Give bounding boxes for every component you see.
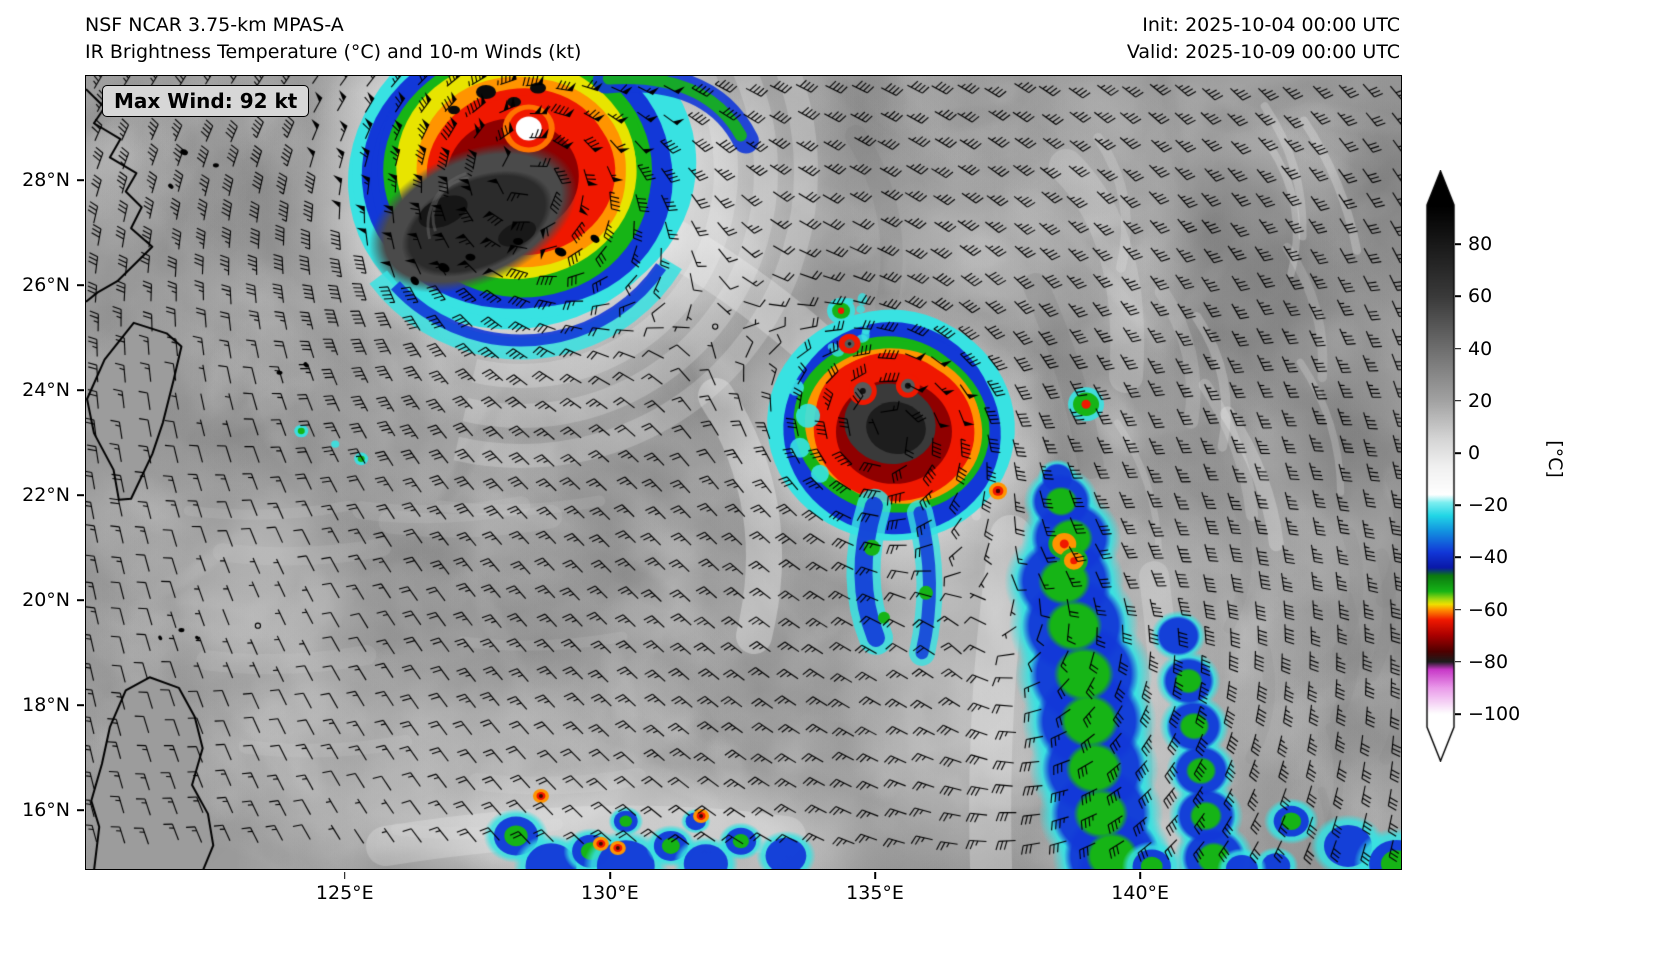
- model-title: NSF NCAR 3.75-km MPAS-A: [85, 14, 344, 36]
- y-tick-mark: [77, 494, 84, 496]
- x-tick-mark: [344, 872, 346, 879]
- y-tick-label: 16°N: [22, 799, 70, 822]
- y-tick-label: 18°N: [22, 694, 70, 717]
- init-time: Init: 2025-10-04 00:00 UTC: [1142, 14, 1400, 36]
- x-tick-mark: [874, 872, 876, 879]
- y-tick-mark: [77, 809, 84, 812]
- y-tick-label: 24°N: [22, 379, 70, 402]
- colorbar: 80 60 40 20 0 −20 −40 −60 −80 −100 [°C]: [1424, 170, 1634, 770]
- colorbar-tick-mark: [1455, 660, 1461, 663]
- colorbar-tick-mark: [1455, 556, 1461, 559]
- y-tick-label: 26°N: [22, 274, 70, 297]
- colorbar-tick-label: −100: [1468, 702, 1521, 725]
- y-tick-label: 28°N: [22, 169, 70, 192]
- colorbar-tick-label: 0: [1468, 441, 1481, 464]
- colorbar-tick-mark: [1455, 347, 1461, 350]
- x-tick-label: 135°E: [846, 882, 904, 904]
- y-tick-mark: [77, 599, 84, 601]
- valid-time: Valid: 2025-10-09 00:00 UTC: [1126, 41, 1400, 63]
- colorbar-tick-label: −40: [1468, 546, 1509, 569]
- x-tick-label: 140°E: [1111, 882, 1170, 904]
- colorbar-tick-label: −20: [1468, 494, 1509, 517]
- colorbar-tick-label: 20: [1468, 389, 1493, 412]
- x-tick-mark: [609, 872, 611, 879]
- colorbar-tick-mark: [1455, 399, 1461, 402]
- y-tick-mark: [77, 704, 84, 706]
- colorbar-tick-mark: [1455, 713, 1461, 715]
- y-tick-label: 20°N: [22, 589, 70, 612]
- colorbar-tick-mark: [1455, 295, 1461, 298]
- figure-titles: NSF NCAR 3.75-km MPAS-A IR Brightness Te…: [85, 12, 581, 66]
- colorbar-ticks: 80 60 40 20 0 −20 −40 −60 −80 −100: [1424, 170, 1634, 770]
- colorbar-tick-label: −60: [1468, 598, 1509, 621]
- y-tick-label: 22°N: [22, 484, 70, 507]
- colorbar-tick-mark: [1455, 243, 1461, 245]
- x-tick-mark: [1139, 872, 1141, 879]
- colorbar-gradient-canvas: [1424, 170, 1458, 762]
- colorbar-tick-mark: [1455, 452, 1461, 454]
- colorbar-tick-label: −80: [1468, 650, 1509, 673]
- colorbar-tick-mark: [1455, 504, 1461, 506]
- colorbar-unit-label: [°C]: [1543, 440, 1566, 478]
- colorbar-tick-label: 40: [1468, 337, 1493, 360]
- max-wind-badge: Max Wind: 92 kt: [102, 85, 310, 117]
- x-axis-ticks: 125°E 130°E 135°E 140°E: [85, 872, 1400, 912]
- x-tick-label: 130°E: [581, 882, 639, 904]
- map-panel: Max Wind: 92 kt: [85, 75, 1402, 870]
- y-axis-ticks: 28°N 26°N 24°N 22°N 20°N 18°N 16°N: [0, 75, 84, 868]
- colorbar-tick-mark: [1455, 608, 1461, 611]
- field-title: IR Brightness Temperature (°C) and 10-m …: [85, 41, 582, 63]
- colorbar-tick-label: 60: [1468, 285, 1493, 308]
- run-times: Init: 2025-10-04 00:00 UTC Valid: 2025-1…: [1127, 12, 1400, 66]
- x-tick-label: 125°E: [315, 882, 374, 904]
- colorbar-tick-label: 80: [1468, 233, 1493, 256]
- y-tick-mark: [77, 389, 84, 391]
- y-tick-mark: [77, 179, 84, 181]
- y-tick-mark: [77, 284, 84, 286]
- ir-wind-map-canvas: [86, 76, 1401, 869]
